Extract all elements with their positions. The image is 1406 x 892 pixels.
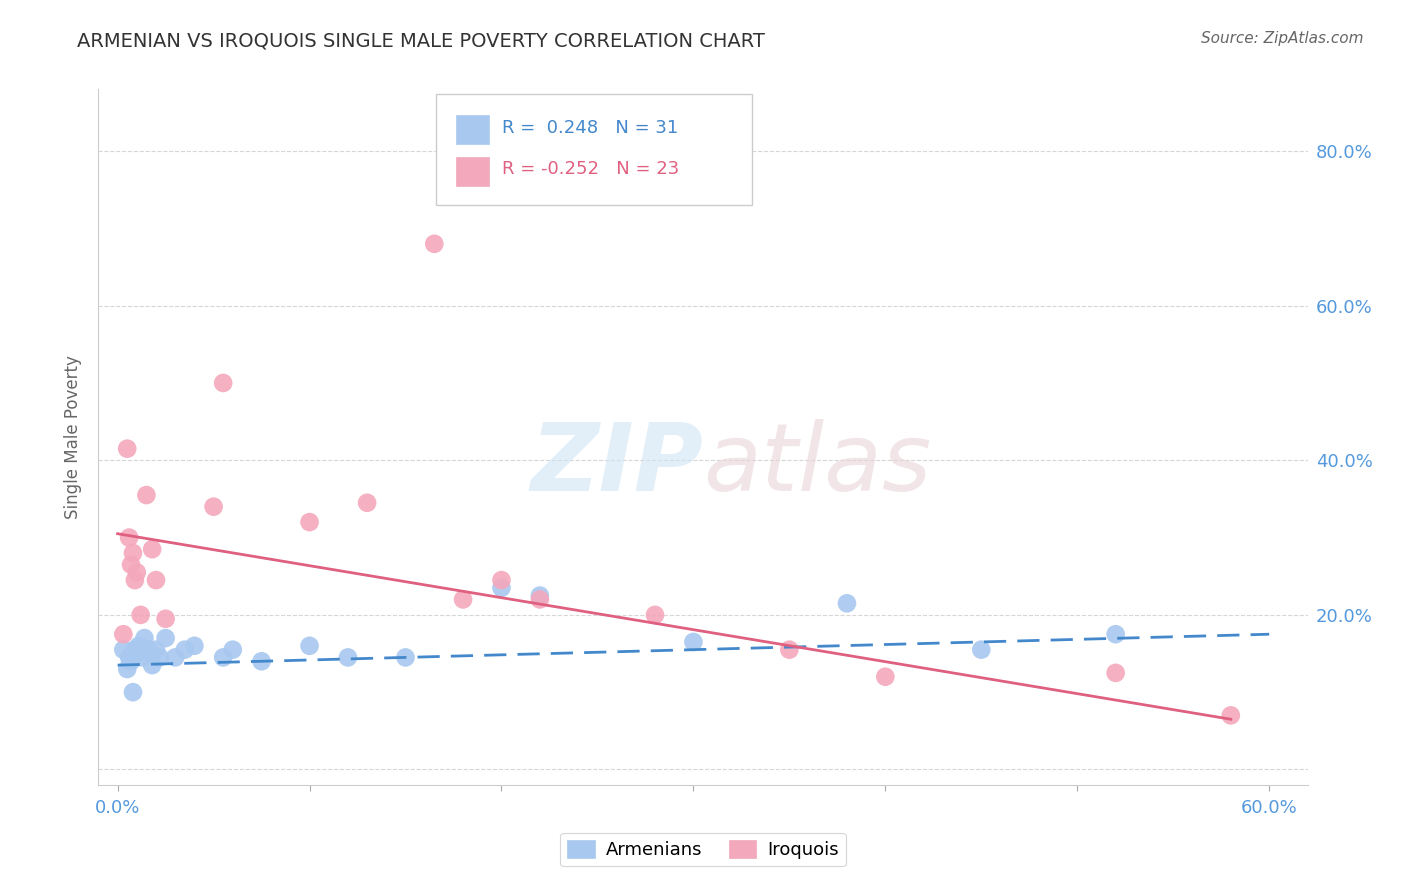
- Point: [298, 515, 321, 529]
- Y-axis label: Single Male Poverty: Single Male Poverty: [65, 355, 83, 519]
- Point: [165, 650, 187, 665]
- Point: [118, 531, 141, 545]
- Point: [212, 376, 235, 390]
- Point: [451, 592, 474, 607]
- Point: [141, 658, 163, 673]
- Text: R = -0.252   N = 23: R = -0.252 N = 23: [502, 161, 679, 178]
- Text: Source: ZipAtlas.com: Source: ZipAtlas.com: [1201, 31, 1364, 46]
- Point: [112, 627, 135, 641]
- Point: [529, 589, 551, 603]
- Point: [491, 581, 513, 595]
- Text: atlas: atlas: [703, 419, 931, 510]
- Point: [970, 642, 993, 657]
- Point: [122, 685, 145, 699]
- Legend: Armenians, Iroquois: Armenians, Iroquois: [560, 832, 846, 866]
- Point: [124, 642, 146, 657]
- Point: [112, 642, 135, 657]
- Point: [682, 635, 704, 649]
- Point: [1104, 665, 1126, 680]
- Point: [115, 662, 138, 676]
- Point: [115, 442, 138, 456]
- Point: [644, 607, 666, 622]
- Point: [136, 642, 159, 657]
- Point: [298, 639, 321, 653]
- Text: R =  0.248   N = 31: R = 0.248 N = 31: [502, 119, 678, 136]
- Point: [155, 612, 177, 626]
- Point: [129, 607, 152, 622]
- Point: [202, 500, 225, 514]
- Point: [356, 496, 378, 510]
- Point: [423, 236, 446, 251]
- Point: [134, 631, 156, 645]
- Point: [183, 639, 205, 653]
- Point: [125, 566, 148, 580]
- Point: [835, 596, 858, 610]
- Text: ARMENIAN VS IROQUOIS SINGLE MALE POVERTY CORRELATION CHART: ARMENIAN VS IROQUOIS SINGLE MALE POVERTY…: [77, 31, 765, 50]
- Point: [141, 542, 163, 557]
- Point: [1104, 627, 1126, 641]
- Point: [120, 654, 142, 668]
- Point: [149, 650, 172, 665]
- Text: ZIP: ZIP: [530, 419, 703, 511]
- Point: [155, 631, 177, 645]
- Point: [120, 558, 142, 572]
- Point: [173, 642, 195, 657]
- Point: [250, 654, 273, 668]
- Point: [212, 650, 235, 665]
- Point: [145, 642, 167, 657]
- Point: [778, 642, 800, 657]
- Point: [131, 650, 153, 665]
- Point: [1219, 708, 1241, 723]
- Point: [529, 592, 551, 607]
- Point: [875, 670, 897, 684]
- Point: [145, 573, 167, 587]
- Point: [336, 650, 359, 665]
- Point: [491, 573, 513, 587]
- Point: [124, 573, 146, 587]
- Point: [118, 650, 141, 665]
- Point: [129, 642, 152, 657]
- Point: [128, 639, 150, 653]
- Point: [135, 488, 157, 502]
- Point: [122, 546, 145, 560]
- Point: [125, 647, 148, 661]
- Point: [394, 650, 416, 665]
- Point: [222, 642, 245, 657]
